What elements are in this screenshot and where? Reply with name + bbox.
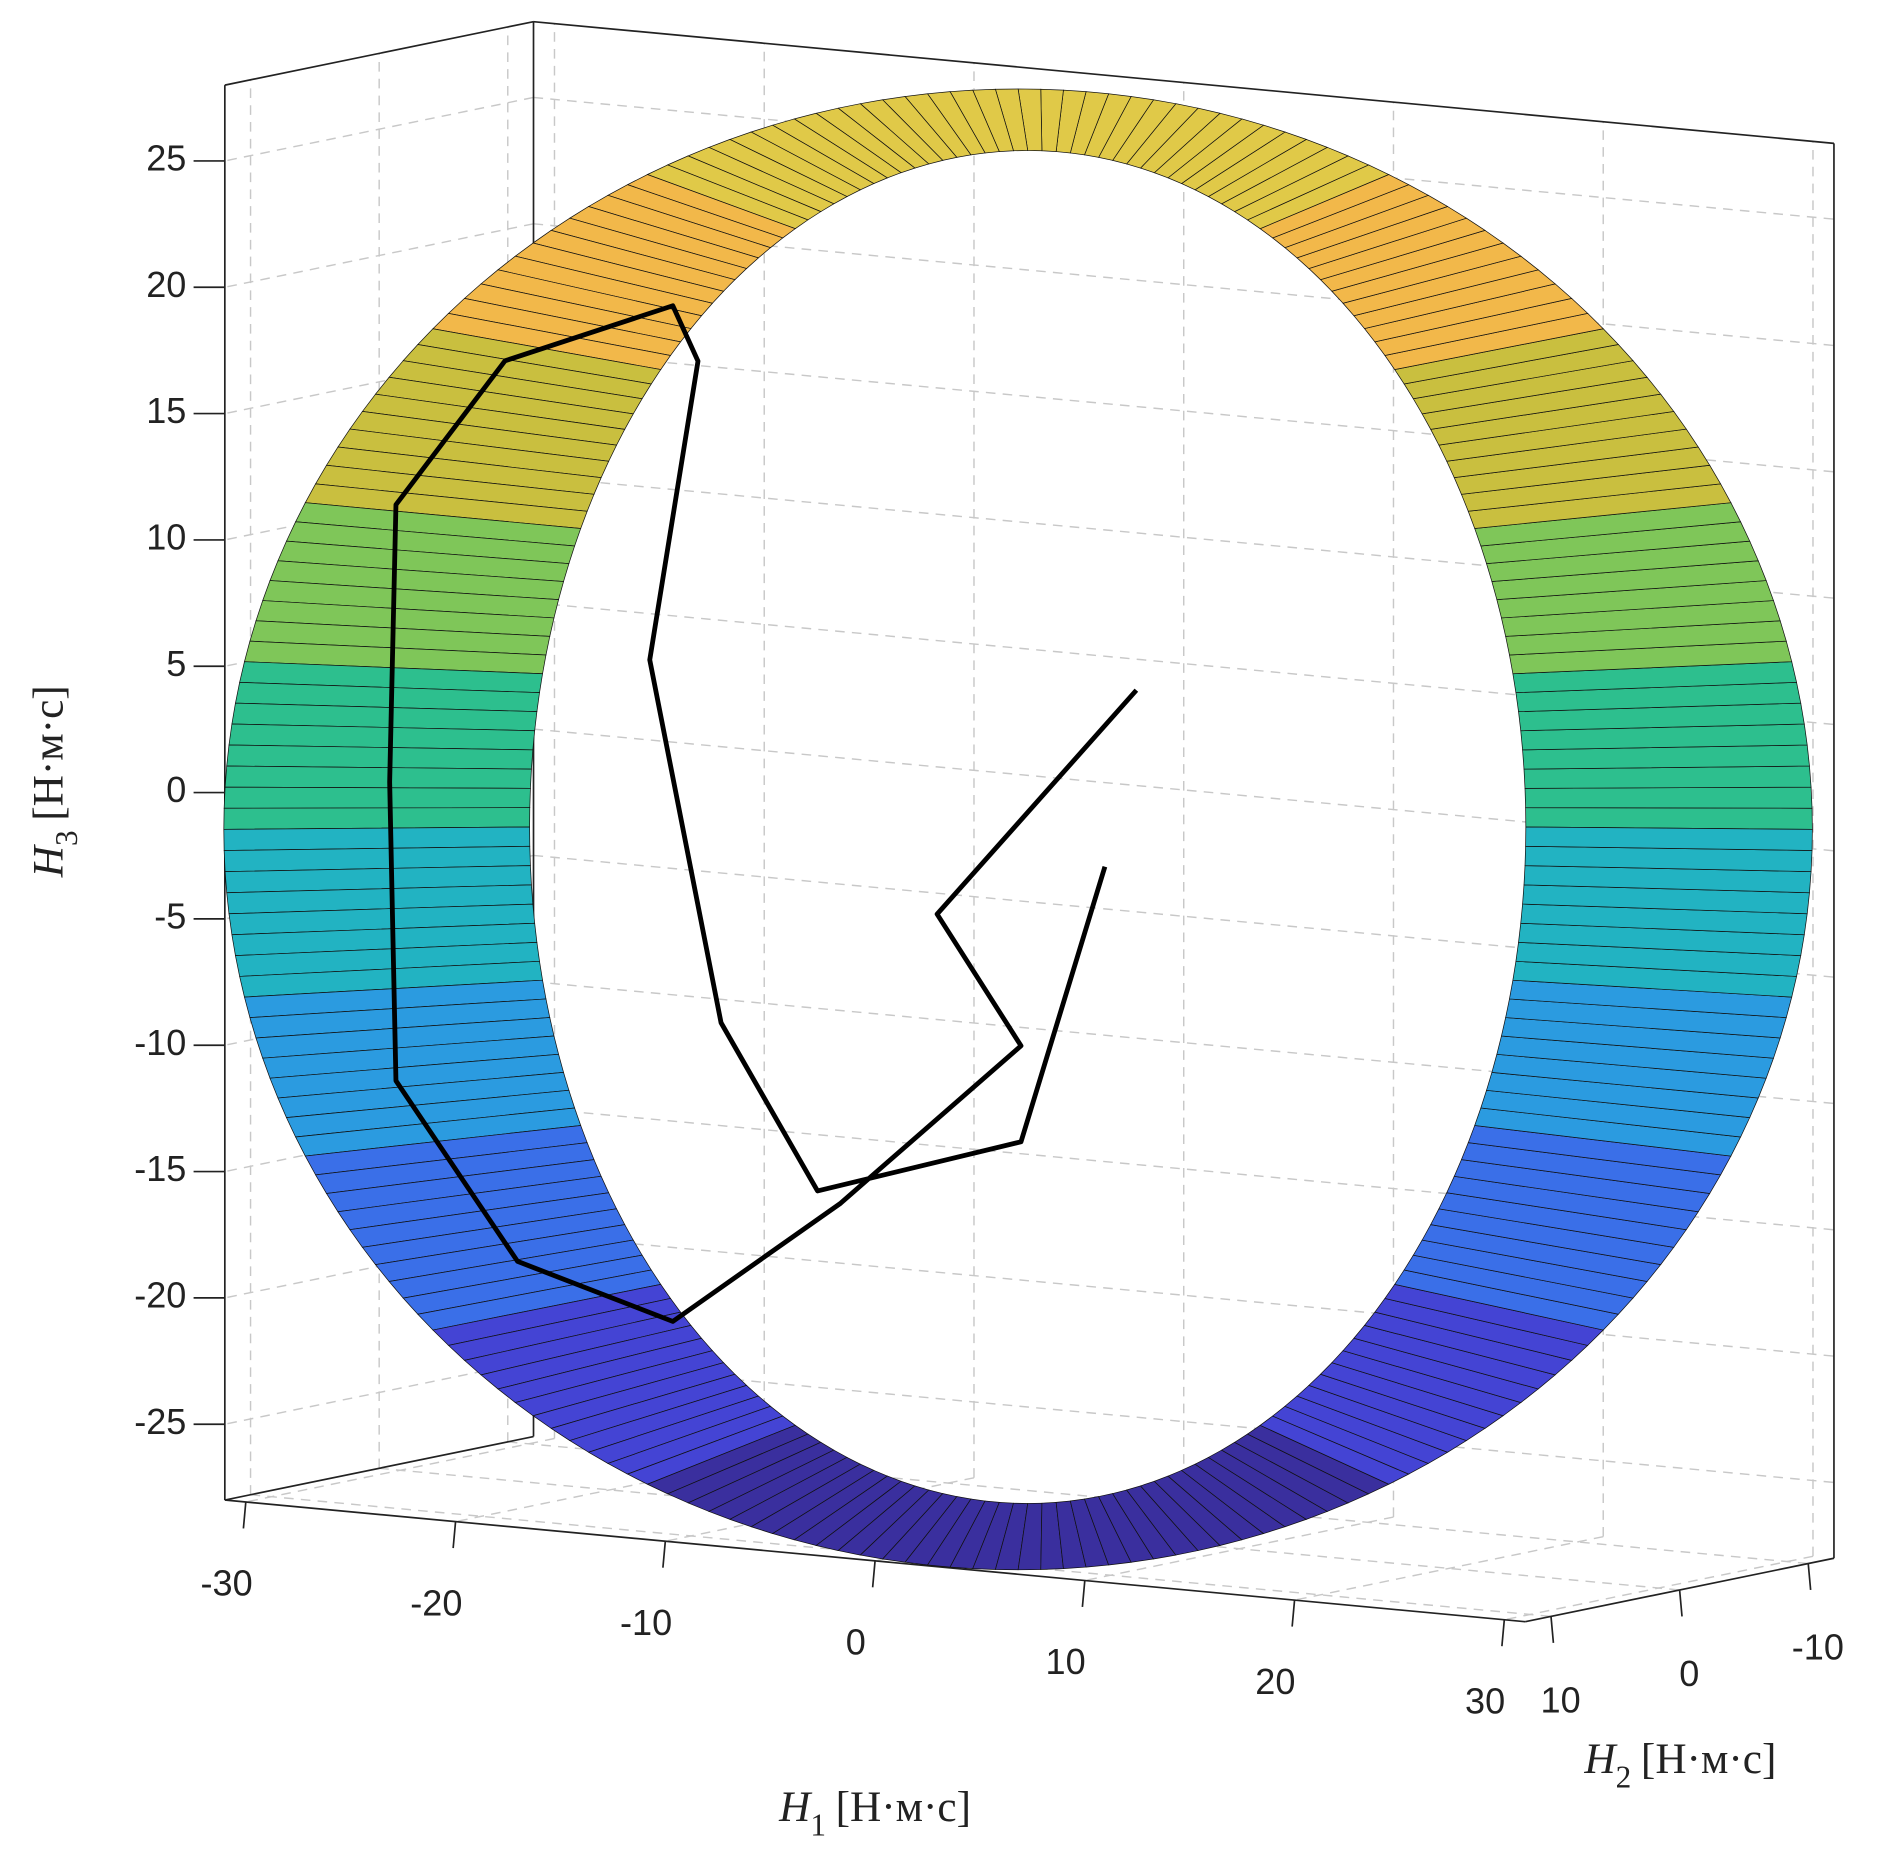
y-tick-mark xyxy=(1678,1589,1683,1617)
trajectory-line xyxy=(387,303,1139,1324)
z-axis-label: H3 [Н·м·с] xyxy=(25,685,84,878)
x-tick-mark xyxy=(452,1521,457,1549)
surface-patch xyxy=(223,807,531,830)
surface-patch xyxy=(1525,826,1813,851)
x-axis-label: H1 [Н·м·с] xyxy=(778,1783,971,1842)
grid-line xyxy=(224,96,534,162)
axis-box-edge xyxy=(224,1435,534,1501)
y-axis-label: H2 [Н·м·с] xyxy=(1583,1735,1776,1794)
z-tick-label: -10 xyxy=(134,1022,186,1063)
x-tick-label: 20 xyxy=(1255,1661,1295,1702)
grid-line xyxy=(224,223,534,288)
axis-box-edge xyxy=(224,1499,1526,1623)
y-tick-label: -10 xyxy=(1792,1627,1844,1668)
x-tick-mark xyxy=(1501,1619,1506,1647)
z-tick-label: -20 xyxy=(134,1274,186,1315)
z-label-symbol: H xyxy=(25,843,73,878)
x-tick-label: -20 xyxy=(410,1582,462,1623)
axis-box-edge xyxy=(224,20,534,86)
z-label-unit: [Н·м·с] xyxy=(25,685,73,820)
axis-box-edge xyxy=(533,20,1835,145)
z-tick-label: 0 xyxy=(166,769,186,810)
z-tick-label: 15 xyxy=(146,390,186,431)
plot: H1 [Н·м·с] H2 [Н·м·с] H3[Н·м·с] -25-20-15-… xyxy=(25,20,1844,1842)
y-label-unit: [Н·м·с] xyxy=(1641,1735,1776,1783)
x-tick-mark xyxy=(871,1560,876,1588)
y-label-subscript: 2 xyxy=(1616,1759,1632,1794)
x-label-unit: [Н·м·с] xyxy=(836,1783,971,1831)
y-tick-label: 10 xyxy=(1541,1680,1581,1721)
surface-patch xyxy=(1524,786,1813,809)
surface-patch xyxy=(223,786,531,809)
y-label-symbol: H xyxy=(1583,1735,1618,1783)
surface-patch xyxy=(224,765,532,789)
x-tick-label: -30 xyxy=(201,1563,253,1604)
x-tick-label: 0 xyxy=(846,1622,866,1663)
z-tick-label: 5 xyxy=(166,643,186,684)
x-tick-mark xyxy=(662,1541,667,1568)
z-label-subscript: 3 xyxy=(49,830,84,846)
x-tick-label: 10 xyxy=(1046,1641,1086,1682)
z-tick-label: 10 xyxy=(146,516,186,557)
y-tick-label: 0 xyxy=(1679,1653,1699,1694)
x-tick-mark xyxy=(1081,1580,1086,1608)
y-tick-mark xyxy=(1550,1616,1555,1643)
y-tick-mark xyxy=(1807,1563,1812,1591)
x-tick-label: 30 xyxy=(1465,1680,1505,1721)
x-tick-label: -10 xyxy=(620,1602,672,1643)
surface-patch xyxy=(1523,765,1812,789)
grid-line xyxy=(1294,1535,1604,1601)
x-label-subscript: 1 xyxy=(810,1807,826,1842)
z-tick-label: 20 xyxy=(146,264,186,305)
surface-patch xyxy=(1525,807,1813,830)
x-label-symbol: H xyxy=(778,1783,813,1831)
z-tick-label: -25 xyxy=(134,1401,186,1442)
z-tick-label: 25 xyxy=(146,137,186,178)
x-tick-mark xyxy=(1291,1600,1296,1627)
z-tick-label: -15 xyxy=(134,1148,186,1189)
x-tick-mark xyxy=(242,1501,247,1529)
z-tick-label: -5 xyxy=(154,895,186,936)
